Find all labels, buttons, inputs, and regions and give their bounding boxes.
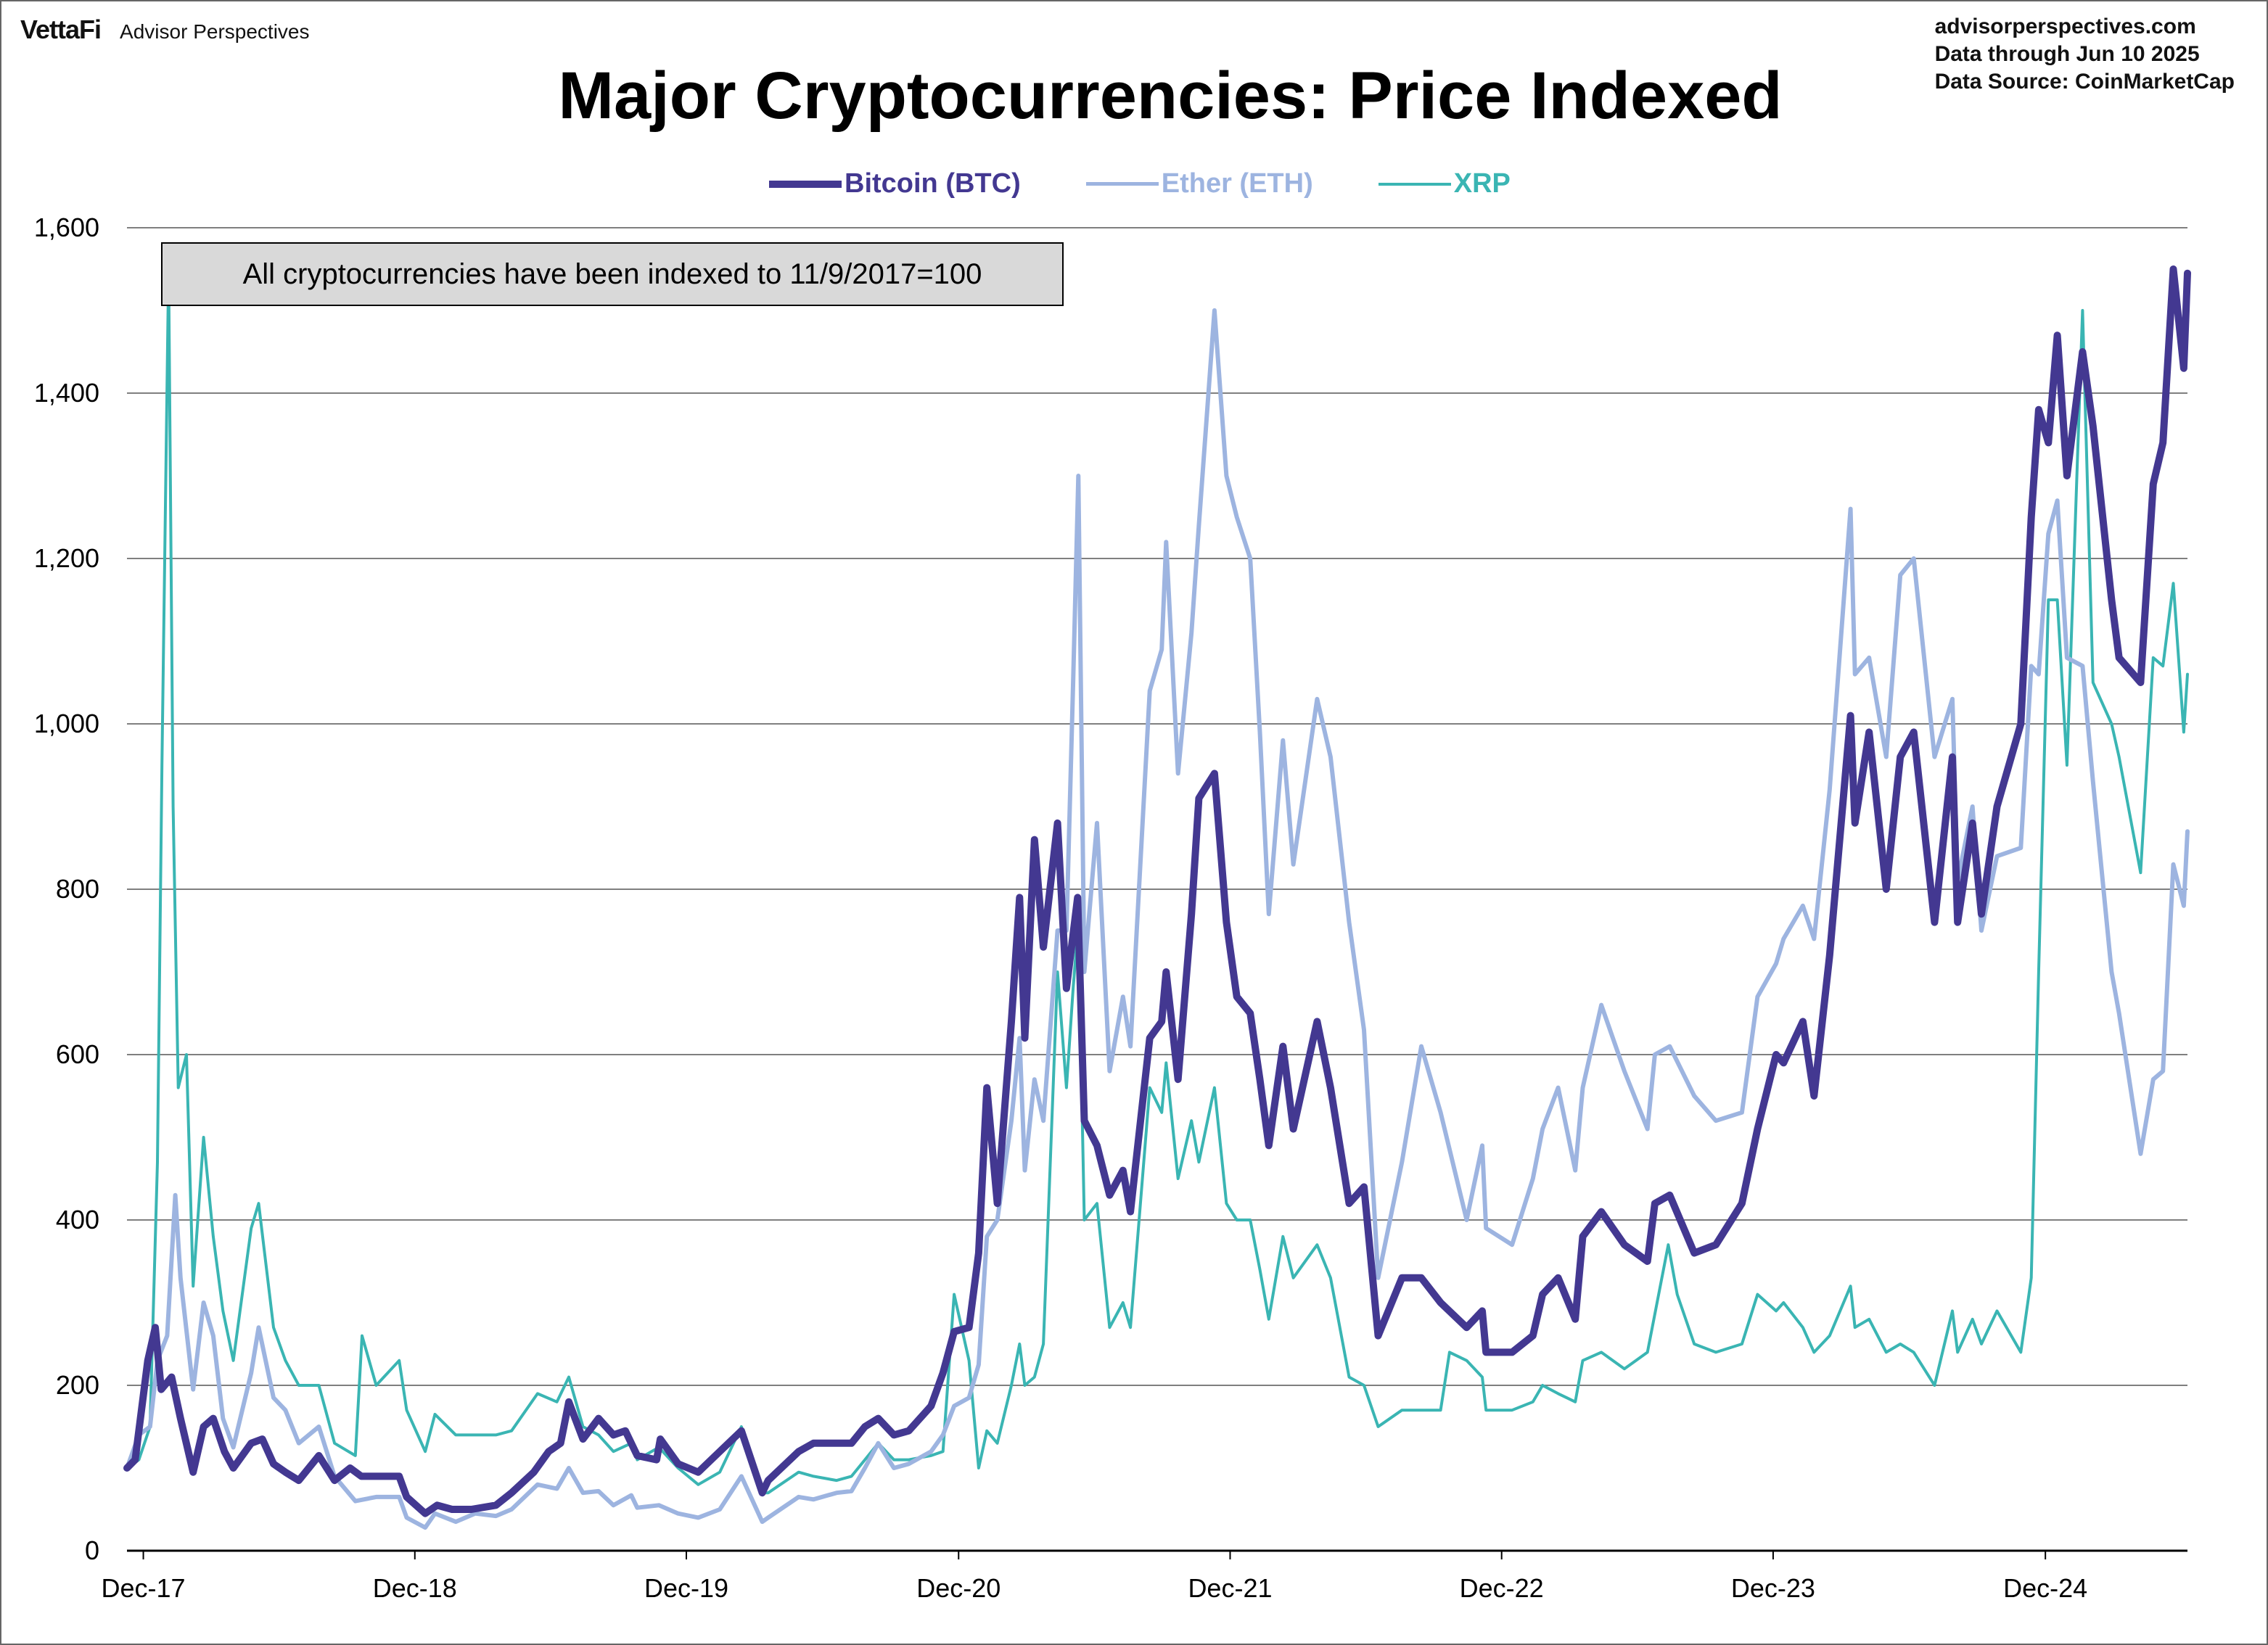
brand-name: Advisor Perspectives	[120, 20, 310, 43]
legend-swatch-btc	[769, 180, 842, 188]
source-block: advisorperspectives.com Data through Jun…	[1935, 13, 2235, 96]
source-website: advisorperspectives.com	[1934, 15, 2196, 38]
vettafi-logo: VettaFi	[20, 15, 102, 44]
x-tick-label: Dec-23	[1731, 1573, 1815, 1603]
y-tick-label: 1,000	[34, 709, 99, 738]
index-note: All cryptocurrencies have been indexed t…	[161, 242, 1064, 306]
x-axis-ticks: Dec-17 Dec-18 Dec-19 Dec-20 Dec-21 Dec-22 Dec-…	[102, 1551, 2087, 1603]
x-tick-label: Dec-22	[1460, 1573, 1544, 1603]
legend-item-xrp: XRP	[1378, 168, 1511, 199]
source-through: Data through Jun 10 2025	[1934, 42, 2200, 66]
x-tick-label: Dec-19	[644, 1573, 728, 1603]
series-line-eth	[125, 308, 2190, 1530]
legend-item-btc: Bitcoin (BTC)	[769, 168, 1021, 199]
y-tick-label: 1,200	[34, 543, 99, 573]
y-axis-ticks: 0 200 400 600 800 1,000 1,200 1,400 1,600	[34, 213, 99, 1565]
series-line-xrp	[126, 268, 2189, 1495]
x-tick-label: Dec-18	[373, 1573, 457, 1603]
y-tick-label: 1,600	[34, 213, 99, 242]
legend-label-eth: Ether (ETH)	[1161, 168, 1313, 199]
x-tick-label: Dec-24	[2003, 1573, 2087, 1603]
legend-swatch-xrp	[1378, 182, 1451, 186]
chart-title: Major Cryptocurrencies: Price Indexed	[558, 59, 1783, 133]
y-tick-label: 600	[56, 1039, 99, 1069]
x-tick-label: Dec-21	[1188, 1573, 1272, 1603]
series-lines	[123, 265, 2191, 1530]
x-tick-label: Dec-20	[916, 1573, 1001, 1603]
series-line-btc	[123, 265, 2191, 1517]
gridlines	[127, 227, 2187, 1552]
legend-label-btc: Bitcoin (BTC)	[845, 168, 1021, 199]
y-tick-label: 800	[56, 874, 99, 904]
legend-swatch-eth	[1085, 182, 1159, 186]
y-tick-label: 200	[56, 1370, 99, 1400]
source-data-source: Data Source: CoinMarketCap	[1934, 70, 2235, 94]
brand-header: VettaFi Advisor Perspectives	[20, 15, 309, 45]
legend-label-xrp: XRP	[1453, 168, 1511, 199]
legend-item-eth: Ether (ETH)	[1085, 168, 1313, 199]
x-tick-label: Dec-17	[102, 1573, 186, 1603]
y-tick-label: 1,400	[34, 378, 99, 408]
legend: Bitcoin (BTC) Ether (ETH) XRP	[769, 168, 1576, 199]
y-tick-label: 0	[85, 1535, 99, 1565]
y-tick-label: 400	[56, 1205, 99, 1234]
